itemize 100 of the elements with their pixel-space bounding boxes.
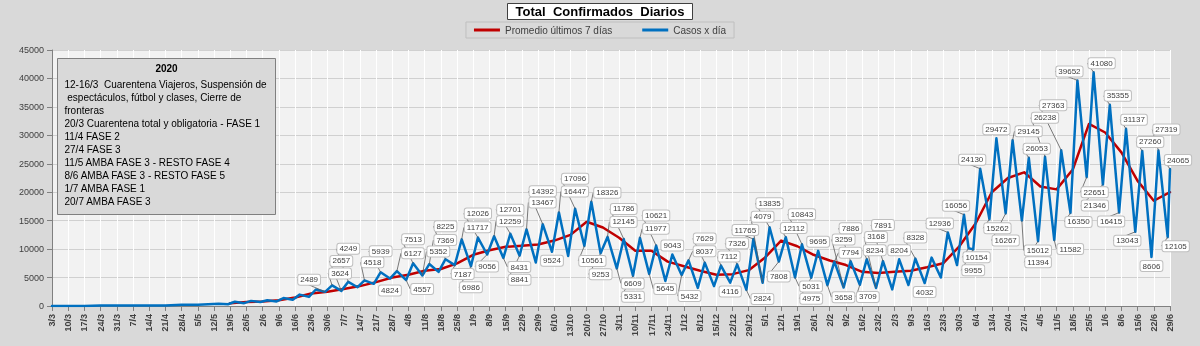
data-label: 27260 bbox=[1139, 137, 1162, 147]
data-label: 4557 bbox=[413, 284, 432, 294]
x-tick-label: 2/2 bbox=[824, 314, 835, 327]
data-label: 29145 bbox=[1017, 126, 1041, 136]
data-label: 4079 bbox=[753, 212, 773, 222]
x-tick-label: 4/5 bbox=[1035, 314, 1046, 327]
y-tick-label: 5000 bbox=[23, 272, 44, 283]
data-label: 5939 bbox=[371, 246, 391, 256]
data-label: 13043 bbox=[1116, 236, 1139, 246]
x-tick-label: 22/6 bbox=[1148, 314, 1159, 332]
data-label: 35355 bbox=[1106, 91, 1130, 101]
chart-title: Total Confirmados Diarios bbox=[515, 4, 685, 19]
x-tick-label: 23/2 bbox=[873, 314, 884, 332]
data-label: 12026 bbox=[466, 209, 490, 219]
data-label: 7886 bbox=[841, 223, 861, 233]
x-tick-label: 18/5 bbox=[1067, 314, 1078, 332]
annotation: 27/4 FASE 3 bbox=[64, 143, 122, 155]
data-label: 12112 bbox=[782, 223, 806, 233]
annotation: 2020 bbox=[155, 63, 179, 74]
data-label: 18326 bbox=[596, 188, 619, 198]
y-tick-label: 35000 bbox=[18, 101, 44, 112]
data-label: 5432 bbox=[680, 291, 700, 301]
y-tick-label: 15000 bbox=[18, 215, 44, 226]
data-label: 4249 bbox=[339, 244, 358, 254]
x-tick-label: 22/9 bbox=[516, 314, 527, 332]
x-tick-label: 10/11 bbox=[630, 314, 641, 337]
legend-label: Promedio últimos 7 días bbox=[504, 24, 613, 36]
annotation: 20/7 AMBA FASE 3 bbox=[64, 195, 152, 207]
data-label: 26238 bbox=[1033, 113, 1057, 123]
x-tick-label: 16/6 bbox=[290, 314, 301, 332]
data-label: 10561 bbox=[581, 256, 605, 266]
x-tick-label: 15/6 bbox=[1132, 314, 1143, 332]
x-tick-label: 8/12 bbox=[695, 314, 706, 332]
annotation: 12-16/3 Cuarentena Viajeros, Suspensión de espectáculos, fútbol y clases, Cierre de fronteras bbox=[64, 78, 268, 116]
x-tick-label: 19/1 bbox=[792, 314, 803, 332]
data-label: 29472 bbox=[985, 124, 1009, 134]
x-tick-label: 1/9 bbox=[468, 314, 479, 327]
data-label: 17096 bbox=[564, 174, 587, 184]
annotation: 11/5 AMBA FASE 3 - RESTO FASE 4 bbox=[64, 156, 231, 168]
x-tick-label: 23/3 bbox=[938, 314, 949, 332]
data-label: 16267 bbox=[994, 235, 1018, 245]
data-label: 3259 bbox=[834, 234, 854, 244]
x-tick-label: 12/5 bbox=[209, 314, 220, 332]
x-tick-label: 20/10 bbox=[581, 314, 592, 337]
x-tick-label: 30/3 bbox=[954, 314, 965, 332]
data-label: 7794 bbox=[841, 248, 860, 258]
legend-label: Casos x día bbox=[673, 24, 727, 36]
annotation: 20/3 Cuarentena total y obligatoria - FASE 1 bbox=[64, 117, 261, 129]
data-label: 10843 bbox=[790, 209, 814, 219]
data-label: 22651 bbox=[1083, 187, 1107, 197]
data-label: 26053 bbox=[1025, 144, 1049, 154]
data-label: 14392 bbox=[531, 186, 555, 196]
x-tick-label: 22/12 bbox=[727, 314, 738, 337]
x-tick-label: 9/6 bbox=[273, 314, 284, 327]
x-tick-label: 4/8 bbox=[403, 314, 414, 327]
data-label: 31137 bbox=[1123, 115, 1146, 125]
x-tick-label: 20/4 bbox=[1002, 314, 1013, 332]
data-label: 9253 bbox=[591, 269, 611, 279]
data-label: 6986 bbox=[462, 282, 481, 292]
data-label: 3168 bbox=[867, 232, 886, 242]
x-tick-label: 25/8 bbox=[452, 314, 463, 332]
data-label: 4975 bbox=[802, 294, 821, 304]
data-label: 7629 bbox=[695, 234, 715, 244]
data-label: 5031 bbox=[802, 281, 821, 291]
x-tick-label: 26/5 bbox=[241, 314, 252, 332]
data-label: 13467 bbox=[531, 197, 555, 207]
x-tick-label: 7/4 bbox=[128, 314, 139, 327]
data-label: 10621 bbox=[645, 211, 668, 221]
data-label: 3709 bbox=[858, 292, 878, 302]
x-tick-label: 29/9 bbox=[533, 314, 544, 332]
data-label: 4518 bbox=[363, 257, 382, 267]
data-label: 3658 bbox=[834, 292, 853, 302]
data-label: 11582 bbox=[1059, 244, 1082, 254]
data-label: 7112 bbox=[720, 252, 739, 262]
data-label: 39652 bbox=[1058, 66, 1082, 76]
data-label: 4116 bbox=[721, 287, 740, 297]
annotation: 1/7 AMBA FASE 1 bbox=[64, 182, 146, 194]
y-tick-label: 25000 bbox=[18, 158, 44, 169]
data-label: 16350 bbox=[1067, 217, 1091, 227]
x-tick-label: 8/6 bbox=[1116, 314, 1127, 327]
x-tick-label: 29/12 bbox=[743, 314, 754, 337]
data-label: 10154 bbox=[965, 252, 989, 262]
data-label: 8225 bbox=[436, 221, 455, 231]
data-label: 2489 bbox=[300, 275, 319, 285]
data-label: 24130 bbox=[961, 155, 984, 165]
data-label: 15262 bbox=[986, 223, 1010, 233]
data-label: 13835 bbox=[758, 198, 782, 208]
annotation: 8/6 AMBA FASE 3 - RESTO FASE 5 bbox=[64, 169, 226, 181]
data-label: 6127 bbox=[403, 248, 423, 258]
x-tick-label: 6/10 bbox=[549, 314, 560, 332]
x-tick-label: 17/3 bbox=[79, 314, 90, 332]
data-label: 5645 bbox=[656, 284, 675, 294]
data-label: 9955 bbox=[964, 265, 983, 275]
x-tick-label: 14/4 bbox=[144, 314, 155, 332]
data-label: 8841 bbox=[510, 275, 530, 285]
data-label: 27363 bbox=[1042, 100, 1065, 110]
x-tick-label: 11/8 bbox=[419, 314, 430, 332]
x-tick-label: 27/4 bbox=[1019, 314, 1030, 332]
data-label: 27319 bbox=[1155, 125, 1179, 135]
x-tick-label: 28/7 bbox=[387, 314, 398, 332]
